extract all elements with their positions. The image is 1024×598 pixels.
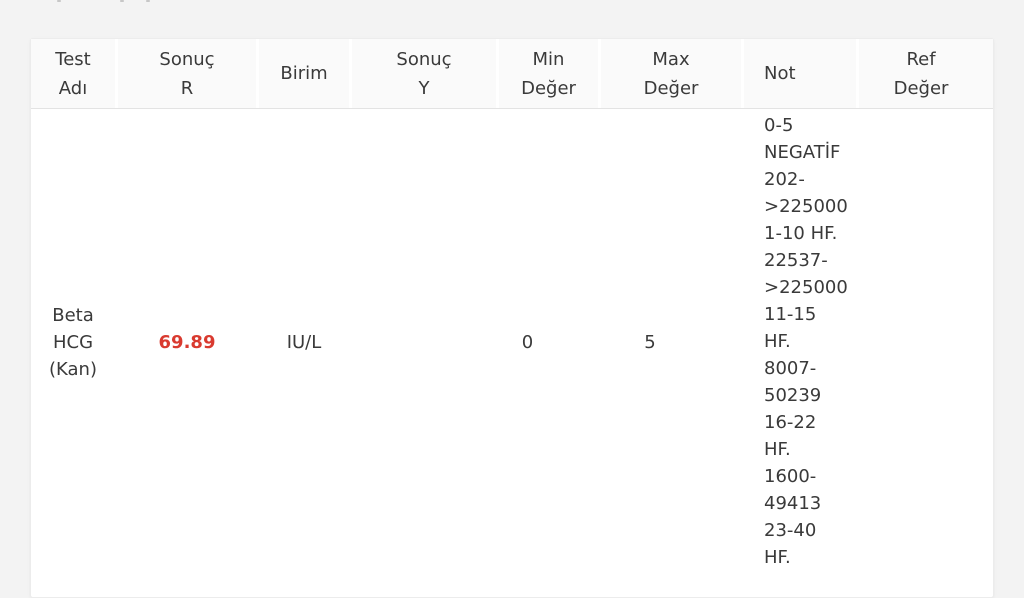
text-line: 22537- <box>764 250 828 271</box>
text-line: >225000 <box>764 277 848 298</box>
text-line: Birim <box>280 63 328 84</box>
text-line: HF. <box>764 331 791 352</box>
text-line: 202- <box>764 169 805 190</box>
clipped-text-remnant <box>57 0 61 2</box>
cell-test-adi: Beta HCG (Kan) <box>31 111 115 574</box>
column-header-min-deger: Min Değer <box>499 39 598 108</box>
lab-results-table-card: Test Adı Sonuç R Birim Sonuç Y Min Değer Max… <box>30 38 994 598</box>
text-line: Değer <box>521 77 576 99</box>
text-line: HCG <box>52 332 94 353</box>
clipped-text-remnant <box>146 0 150 2</box>
text-line: 0-5 <box>764 115 794 136</box>
text-line: Değer <box>893 77 949 99</box>
column-header-max-deger: Max Değer <box>601 39 741 108</box>
text-line: Min <box>532 48 565 70</box>
text-line: R <box>180 77 194 99</box>
text-line: Max <box>652 48 690 70</box>
text-line: Beta <box>52 305 94 326</box>
column-header-sonuc-y: Sonuç Y <box>352 39 496 108</box>
cell-birim: IU/L <box>286 332 322 353</box>
text-line: Sonuç <box>159 48 215 70</box>
table-row: Beta HCG (Kan) 69.89 IU/L 0 5 0-5 NEGATİF 20… <box>31 109 993 574</box>
text-line: 11-15 <box>764 304 817 325</box>
column-header-test-adi: Test Adı <box>31 39 115 108</box>
text-line: HF. <box>764 547 791 568</box>
cell-min-deger: 0 <box>521 332 534 353</box>
text-line: NEGATİF <box>764 142 841 163</box>
table-header-row: Test Adı Sonuç R Birim Sonuç Y Min Değer Max… <box>31 39 993 109</box>
text-line: Not <box>764 63 796 84</box>
column-header-sonuc-r: Sonuç R <box>118 39 256 108</box>
text-line: 50239 <box>764 385 822 406</box>
text-line: Y <box>418 77 430 99</box>
column-header-not: Not <box>744 39 856 108</box>
text-line: 23-40 <box>764 520 817 541</box>
text-line: Değer <box>643 77 699 99</box>
text-line: 1600- <box>764 466 817 487</box>
column-header-birim: Birim <box>259 39 349 108</box>
text-line: Test <box>55 48 91 70</box>
cell-ref-deger <box>859 111 993 574</box>
clipped-text-remnant <box>120 0 124 2</box>
text-line: Adı <box>58 77 88 99</box>
text-line: >225000 <box>764 196 848 217</box>
column-header-ref-deger: Ref Değer <box>859 39 993 108</box>
text-line: Ref <box>906 48 936 70</box>
cell-sonuc-y <box>352 111 496 574</box>
cell-sonuc-r: 69.89 <box>158 332 216 353</box>
text-line: 1-10 HF. <box>764 223 838 244</box>
text-line: (Kan) <box>49 359 97 380</box>
text-line: HF. <box>764 439 791 460</box>
text-line: 16-22 <box>764 412 817 433</box>
text-line: Sonuç <box>396 48 452 70</box>
cell-max-deger: 5 <box>644 332 656 353</box>
text-line: 8007- <box>764 358 817 379</box>
text-line: 49413 <box>764 493 822 514</box>
cell-not: 0-5 NEGATİF 202- >225000 1-10 HF. 22537- >2250… <box>744 111 856 574</box>
